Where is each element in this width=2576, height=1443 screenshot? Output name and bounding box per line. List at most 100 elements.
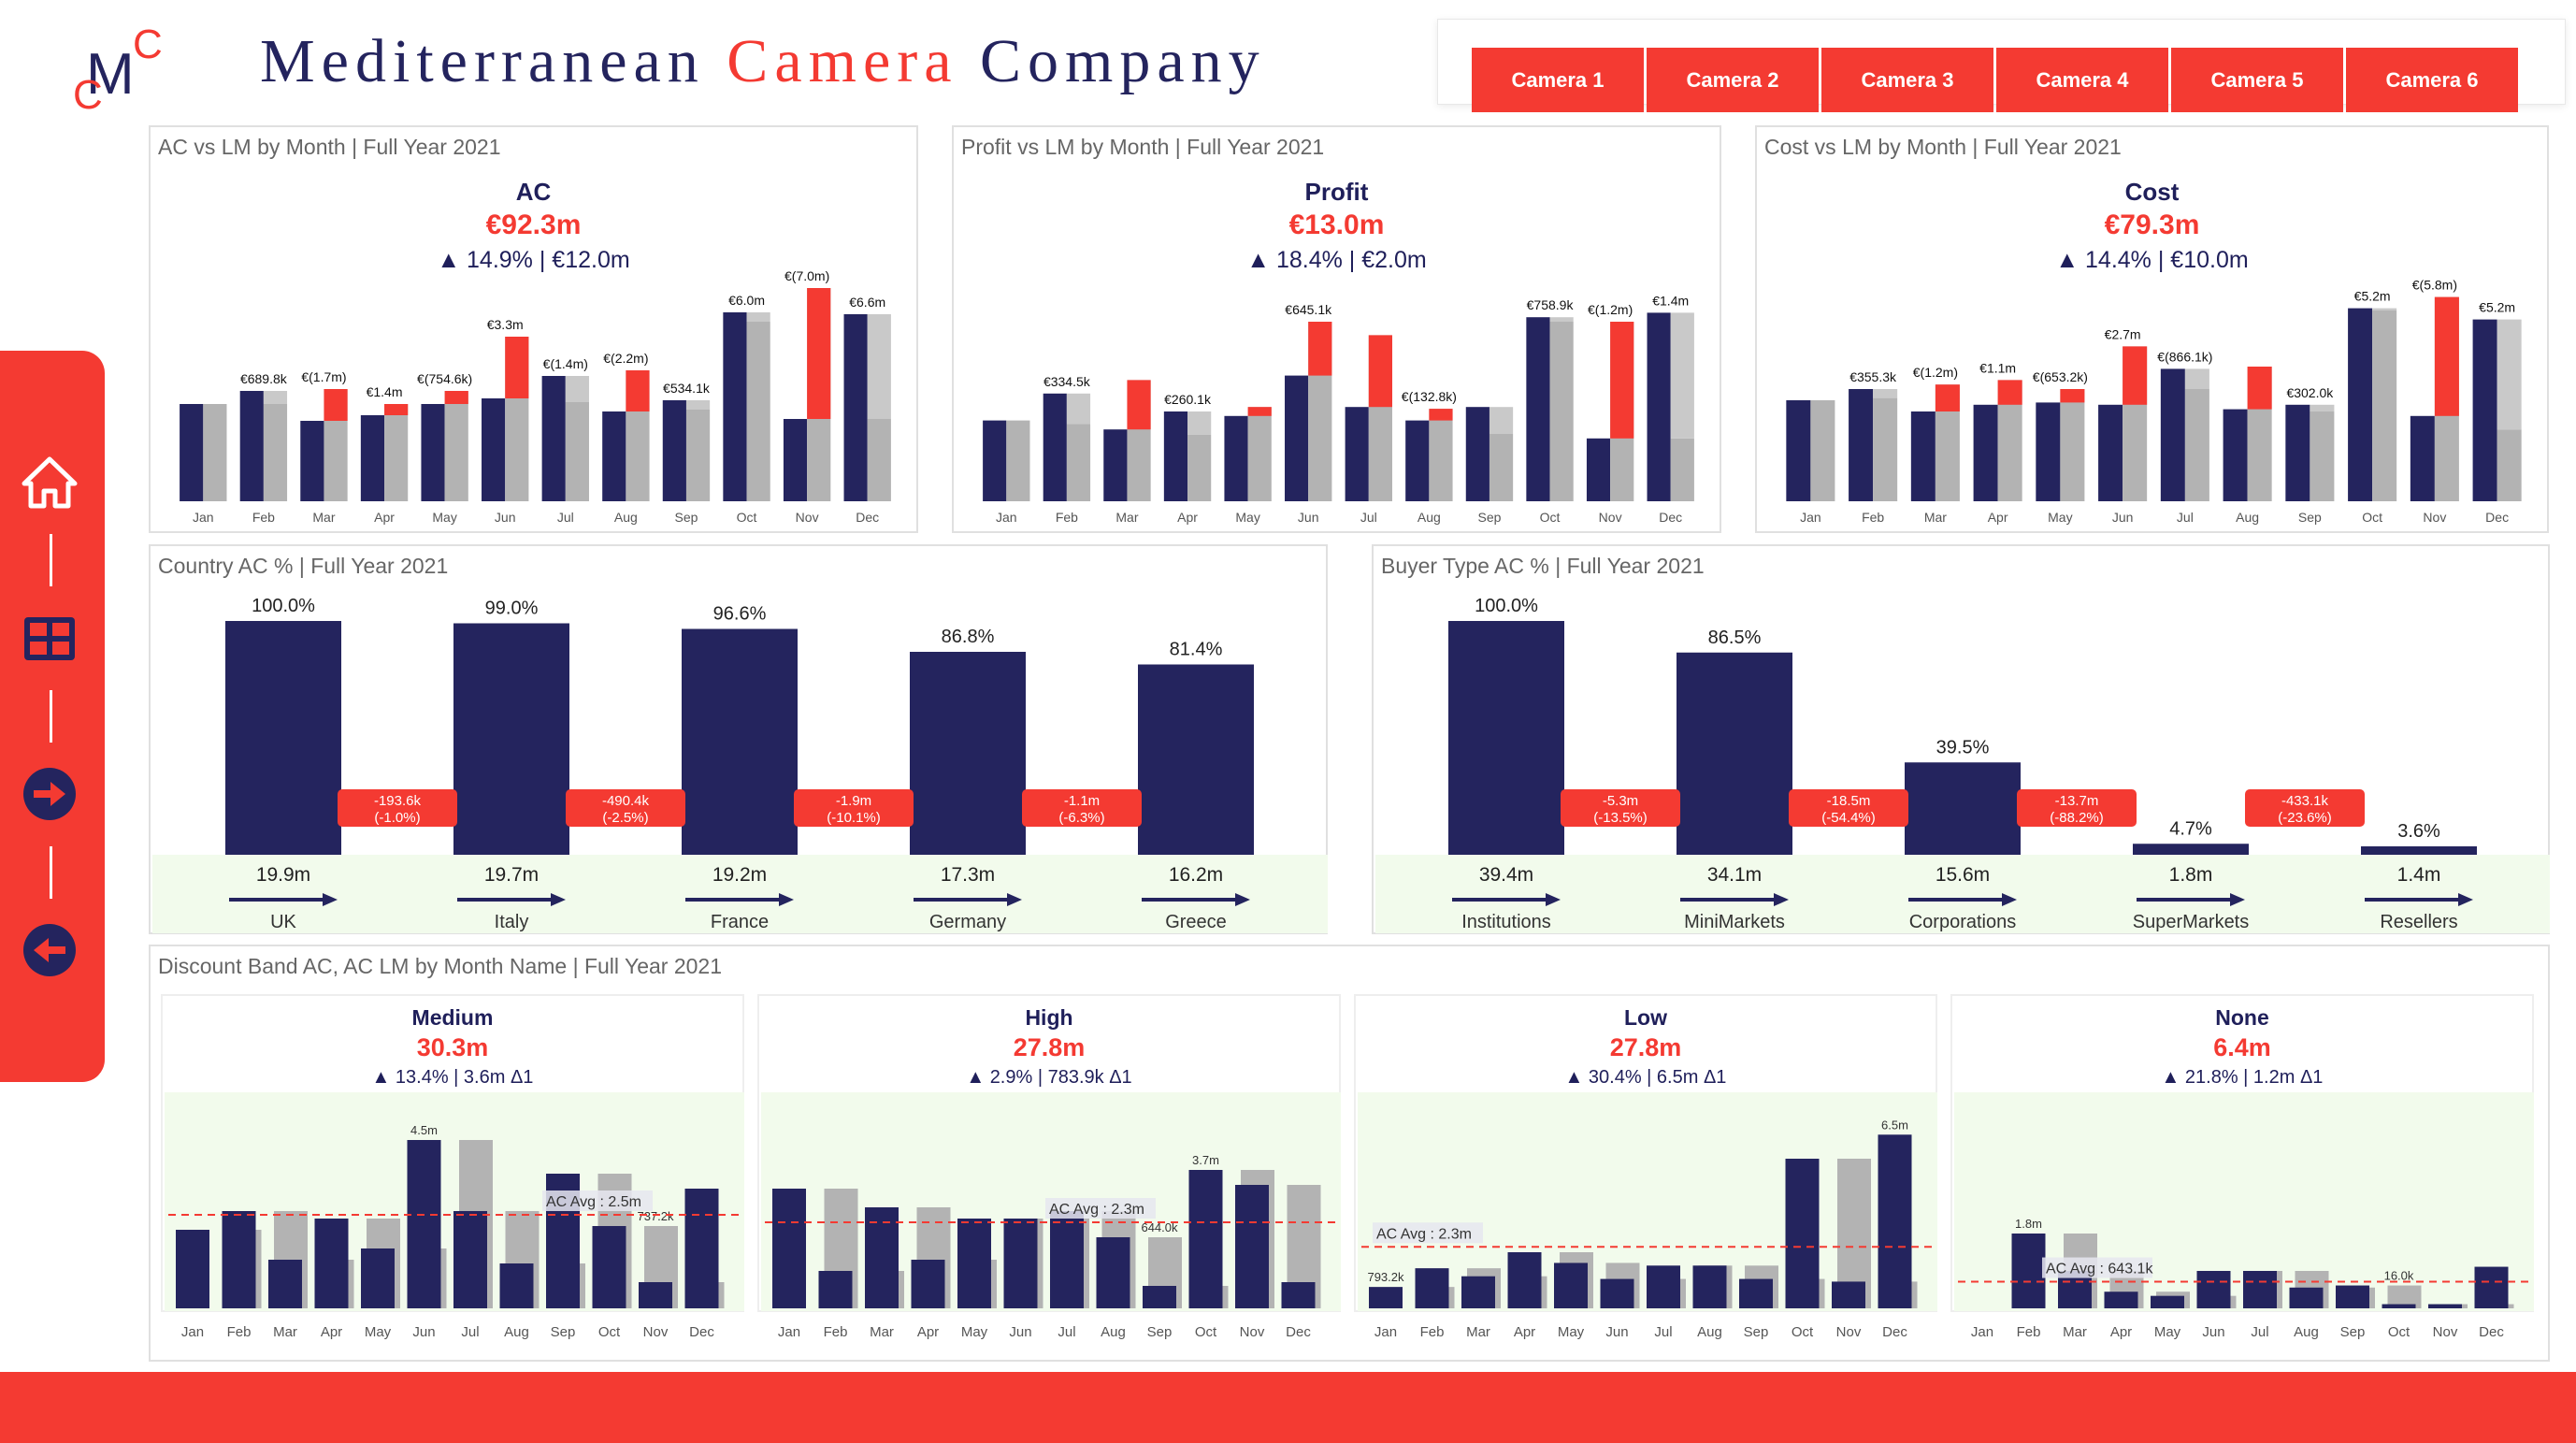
- month-tick-label: Apr: [1177, 510, 1198, 525]
- negative-variance-bar: [1368, 335, 1392, 408]
- ac-bar: [1507, 1252, 1542, 1308]
- sidebar-divider: [50, 690, 52, 743]
- difference-badge: [1789, 789, 1908, 827]
- ac-bar: [482, 398, 506, 501]
- lm-bar: [1247, 407, 1272, 501]
- month-tick-label: Apr: [374, 510, 395, 525]
- month-tick-label: Dec: [2479, 1324, 2504, 1340]
- month-tick-label: Mar: [870, 1324, 894, 1340]
- month-tick-label: Feb: [1056, 510, 1078, 525]
- month-tick-label: Jul: [1360, 510, 1377, 525]
- month-tick-label: May: [2048, 510, 2072, 525]
- camera-1-button[interactable]: Camera 1: [1472, 48, 1644, 112]
- month-tick-label: May: [961, 1324, 988, 1340]
- panel-title: AC vs LM by Month | Full Year 2021: [158, 135, 501, 159]
- camera-3-button[interactable]: Camera 3: [1821, 48, 1993, 112]
- variance-label: €260.1k: [1164, 392, 1212, 407]
- average-label: AC Avg : 2.3m: [1049, 1202, 1144, 1218]
- variance-label: €1.1m: [1979, 360, 2016, 375]
- waterfall-bar: [225, 621, 341, 855]
- average-label-bg: [542, 1190, 653, 1211]
- ac-bar: [2196, 1271, 2231, 1308]
- difference-percent: (-54.4%): [1821, 810, 1876, 826]
- ac-bar: [684, 1189, 719, 1308]
- kpi-value: €13.0m: [1288, 209, 1385, 240]
- variance-bar: [565, 376, 589, 402]
- lm-bar: [565, 402, 589, 501]
- ac-bar: [1345, 407, 1369, 501]
- category-arrowhead: [2458, 893, 2473, 906]
- ac-bar: [2382, 1304, 2416, 1308]
- camera-2-button[interactable]: Camera 2: [1647, 48, 1819, 112]
- average-label-bg: [1373, 1222, 1483, 1244]
- ac-bar: [1586, 438, 1611, 501]
- home-icon[interactable]: [21, 454, 79, 512]
- ac-bar: [2289, 1287, 2324, 1308]
- value-label: 34.1m: [1707, 864, 1762, 886]
- average-label-bg: [1045, 1198, 1156, 1219]
- variance-label: €1.4m: [1652, 293, 1689, 308]
- variance-bar: [1670, 312, 1694, 439]
- waterfall-bar: [1448, 621, 1564, 855]
- month-tick-label: Aug: [1101, 1324, 1126, 1340]
- month-tick-label: Mar: [312, 510, 335, 525]
- discount-chart: Jan 1.8m Feb Mar Apr May Jun Jul Aug Sep 16.0k Oct N…: [1954, 1092, 2534, 1340]
- arrow-right-icon[interactable]: [21, 765, 79, 823]
- sidebar-divider: [50, 534, 52, 586]
- lm-bar: [1810, 400, 1835, 501]
- grid-icon[interactable]: [21, 610, 79, 668]
- ac-bar: [1526, 317, 1550, 501]
- camera-6-button[interactable]: Camera 6: [2346, 48, 2518, 112]
- percent-label: 81.4%: [1170, 640, 1223, 660]
- value-label: 17.3m: [941, 864, 995, 886]
- card-value: 27.8m: [1609, 1033, 1682, 1061]
- data-label: 737.2k: [637, 1209, 674, 1223]
- ac-bar: [1647, 1265, 1680, 1308]
- category-label: Greece: [1165, 912, 1227, 932]
- month-tick-label: Aug: [614, 510, 638, 525]
- lm-bar: [2497, 429, 2522, 501]
- ac-bar: [983, 420, 1007, 501]
- category-arrowhead: [2230, 893, 2245, 906]
- month-tick-label: Sep: [551, 1324, 576, 1340]
- variance-label: €6.0m: [728, 293, 765, 308]
- ac-bar: [407, 1140, 441, 1308]
- camera-4-button[interactable]: Camera 4: [1996, 48, 2168, 112]
- camera-5-button[interactable]: Camera 5: [2171, 48, 2343, 112]
- arrow-left-icon[interactable]: [21, 921, 79, 979]
- variance-label: €355.3k: [1849, 369, 1897, 384]
- waterfall-bar: [682, 628, 798, 855]
- ac-bar: [2285, 404, 2310, 501]
- month-tick-label: Jun: [1298, 510, 1319, 525]
- percent-label: 86.8%: [942, 627, 995, 647]
- difference-badge: [2245, 789, 2365, 827]
- variance-label: €(7.0m): [784, 268, 829, 283]
- month-tick-label: Jun: [2112, 510, 2134, 525]
- percent-label: 96.6%: [713, 604, 767, 625]
- negative-variance-bar: [324, 389, 348, 421]
- difference-value: -13.7m: [2055, 793, 2099, 809]
- svg-text:C: C: [73, 72, 103, 110]
- card-name: Medium: [411, 1005, 494, 1030]
- value-label: 1.4m: [2397, 864, 2441, 886]
- company-name: Mediterranean Camera Company: [260, 26, 1266, 97]
- ac-bar: [1600, 1278, 1634, 1308]
- average-label: AC Avg : 2.5m: [546, 1194, 641, 1210]
- month-tick-label: Jun: [1009, 1324, 1031, 1340]
- ac-bar: [1415, 1268, 1449, 1308]
- category-arrowhead: [1235, 893, 1250, 906]
- month-tick-label: Feb: [1420, 1324, 1445, 1340]
- month-tick-label: Jan: [193, 510, 214, 525]
- month-tick-label: Oct: [2388, 1324, 2411, 1340]
- ac-bar: [1281, 1282, 1316, 1308]
- month-tick-label: Jul: [461, 1324, 479, 1340]
- svg-text:M: M: [86, 42, 135, 107]
- ac-bar: [1103, 429, 1128, 501]
- ac-bar: [2098, 404, 2123, 501]
- ac-bar: [2336, 1285, 2369, 1308]
- variance-bar: [2310, 404, 2335, 411]
- negative-variance-bar: [444, 391, 468, 404]
- footer-bar: [0, 1372, 2576, 1443]
- ac-bar: [957, 1219, 991, 1308]
- discount-chart: 793.2k Jan Feb Mar Apr May Jun Jul Aug Sep Oct Nov 6…: [1358, 1092, 1937, 1340]
